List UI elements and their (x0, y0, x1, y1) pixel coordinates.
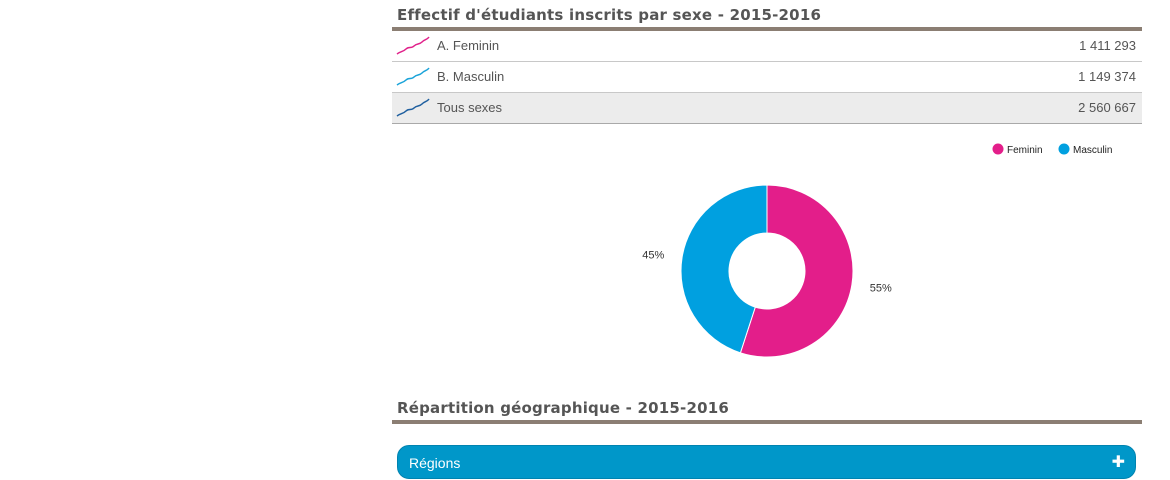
row-value: 1 411 293 (1079, 38, 1136, 53)
slice-label-masculin: 45% (642, 250, 664, 262)
section-title-effectif: Effectif d'étudiants inscrits par sexe -… (397, 6, 822, 24)
sparkline-icon (396, 67, 430, 86)
row-label: Tous sexes (437, 100, 503, 115)
table-row-masculin[interactable]: B. Masculin 1 149 374 (392, 62, 1142, 93)
accordion-regions[interactable]: Régions ✚ (397, 445, 1136, 479)
section-title-repartition: Répartition géographique - 2015-2016 (397, 399, 730, 417)
row-label: B. Masculin (437, 69, 505, 84)
table-row-feminin[interactable]: A. Feminin 1 411 293 (392, 31, 1142, 62)
legend-swatch (992, 143, 1004, 155)
title-divider (392, 420, 1142, 424)
plus-icon[interactable]: ✚ (1111, 452, 1125, 471)
sparkline-icon (396, 36, 430, 55)
legend-item-masculin[interactable]: Masculin (1058, 143, 1113, 157)
row-value: 2 560 667 (1078, 100, 1136, 115)
legend-item-feminin[interactable]: Feminin (992, 143, 1043, 157)
row-label: A. Feminin (437, 38, 500, 53)
stats-table: A. Feminin 1 411 293 B. Masculin 1 149 3… (392, 31, 1142, 124)
donut-chart: 55% 45% Feminin Masculin (642, 143, 1113, 358)
row-value: 1 149 374 (1078, 69, 1136, 84)
table-row-total[interactable]: Tous sexes 2 560 667 (392, 93, 1142, 124)
donut-slice-feminin[interactable] (739, 184, 854, 358)
donut-slice-masculin[interactable] (680, 184, 768, 354)
title-divider (392, 27, 1142, 31)
legend-swatch (1058, 143, 1070, 155)
legend-label: Feminin (1007, 145, 1043, 156)
legend-label: Masculin (1073, 145, 1112, 156)
slice-label-feminin: 55% (870, 282, 892, 294)
sparkline-icon (396, 98, 430, 117)
accordion-label: Régions (409, 455, 461, 471)
